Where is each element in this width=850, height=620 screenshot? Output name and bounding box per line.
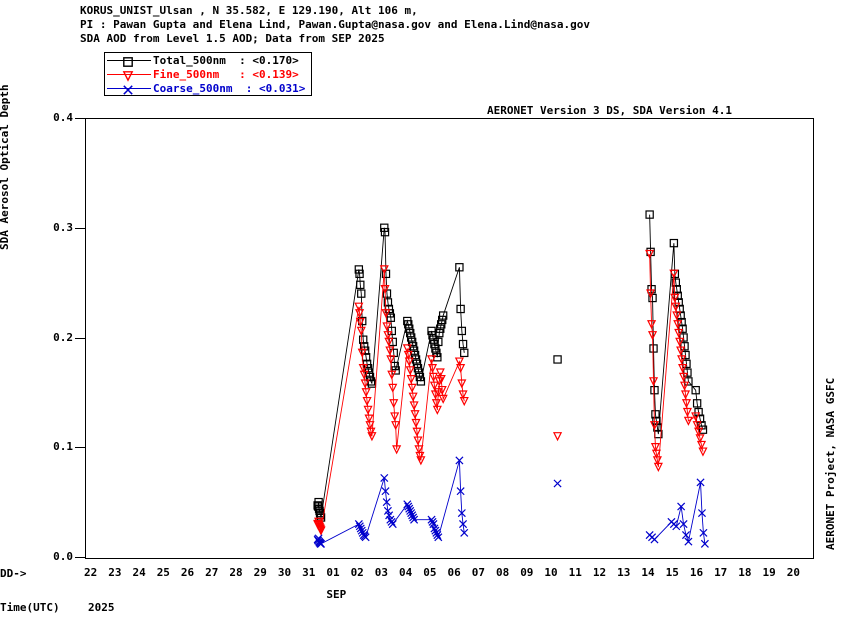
x-tick-label: 14	[641, 566, 655, 579]
series-fine-500nm	[317, 254, 704, 533]
plot-canvas	[313, 210, 709, 548]
x-tick-label: 06	[447, 566, 461, 579]
x-tick-label: 19	[762, 566, 776, 579]
site-info-line: KORUS_UNIST_Ulsan , N 35.582, E 129.190,…	[80, 4, 418, 17]
series-coarse-500nm	[317, 460, 706, 545]
y-tick-label: 0.2	[53, 330, 73, 344]
y-tick-label: 0.1	[53, 440, 73, 454]
x-axis-month-label: SEP	[326, 588, 347, 601]
x-tick-label: 22	[84, 566, 98, 579]
pi-contact-line: PI : Pawan Gupta and Elena Lind, Pawan.G…	[80, 18, 590, 31]
x-tick-label: 15	[665, 566, 679, 579]
y-tick	[75, 227, 85, 229]
x-axis-year: 2025	[88, 601, 115, 614]
version-annotation: AERONET Version 3 DS, SDA Version 4.1	[487, 104, 733, 117]
legend-line-total-500nm	[107, 60, 151, 61]
x-tick-label: 11	[568, 566, 582, 579]
y-axis-title: SDA Aerosol Optical Depth	[0, 84, 11, 250]
x-tick-label: 08	[495, 566, 510, 579]
y-tick	[75, 447, 85, 449]
x-tick-label: 27	[205, 566, 219, 579]
legend-marker-square-icon	[119, 54, 137, 68]
x-axis-dd-label: DD->	[0, 567, 27, 580]
legend-label-total-500nm: Total_500nm : <0.170>	[153, 54, 299, 67]
x-tick-label: 10	[544, 566, 558, 579]
x-tick-label: 07	[471, 566, 485, 579]
legend-label-coarse-500nm: Coarse_500nm : <0.031>	[153, 82, 306, 95]
y-tick	[75, 337, 85, 339]
x-tick-label: 18	[738, 566, 752, 579]
legend-marker-triangle-down-icon	[119, 68, 137, 82]
x-tick-label: 20	[786, 566, 801, 579]
y-tick	[75, 557, 85, 558]
x-tick-label: 05	[423, 566, 437, 579]
legend-label-fine-500nm: Fine_500nm : <0.139>	[153, 68, 299, 81]
x-axis-time-label: Time(UTC)	[0, 601, 60, 614]
x-tick-label: 02	[350, 566, 364, 579]
x-tick-label: 13	[617, 566, 631, 579]
x-tick-label: 12	[592, 566, 607, 579]
x-tick-label: 30	[277, 566, 292, 579]
x-tick-label: 04	[399, 566, 413, 579]
x-tick-label: 01	[326, 566, 340, 579]
y-tick-label: 0.4	[53, 111, 73, 124]
x-tick-label: 31	[302, 566, 316, 579]
y-tick	[75, 118, 85, 119]
project-credit: AERONET Project, NASA GSFC	[824, 377, 837, 550]
x-tick-label: 24	[132, 566, 146, 579]
legend-line-fine-500nm	[107, 74, 151, 75]
data-source-line: SDA AOD from Level 1.5 AOD; Data from SE…	[80, 32, 385, 45]
y-tick-label: 0.0	[53, 550, 73, 563]
x-tick-label: 17	[714, 566, 728, 579]
x-tick-label: 28	[229, 566, 243, 579]
x-tick-label: 03	[374, 566, 389, 579]
x-tick-label: 29	[253, 566, 267, 579]
plot-frame	[85, 118, 814, 559]
y-tick-label: 0.3	[53, 220, 73, 234]
x-tick-label: 23	[108, 566, 122, 579]
legend-item-coarse-500nm: Coarse_500nm : <0.031>	[105, 82, 311, 96]
legend-item-total-500nm: Total_500nm : <0.170>	[105, 54, 311, 68]
legend-marker-cross-icon	[119, 82, 137, 96]
legend: Total_500nm : <0.170> Fine_500nm : <0.139…	[104, 52, 312, 96]
x-tick-label: 16	[689, 566, 704, 579]
x-tick-label: 09	[520, 566, 534, 579]
legend-item-fine-500nm: Fine_500nm : <0.139>	[105, 68, 311, 82]
series-total-500nm	[317, 214, 704, 518]
x-tick-label: 25	[156, 566, 170, 579]
x-tick-label: 26	[180, 566, 195, 579]
